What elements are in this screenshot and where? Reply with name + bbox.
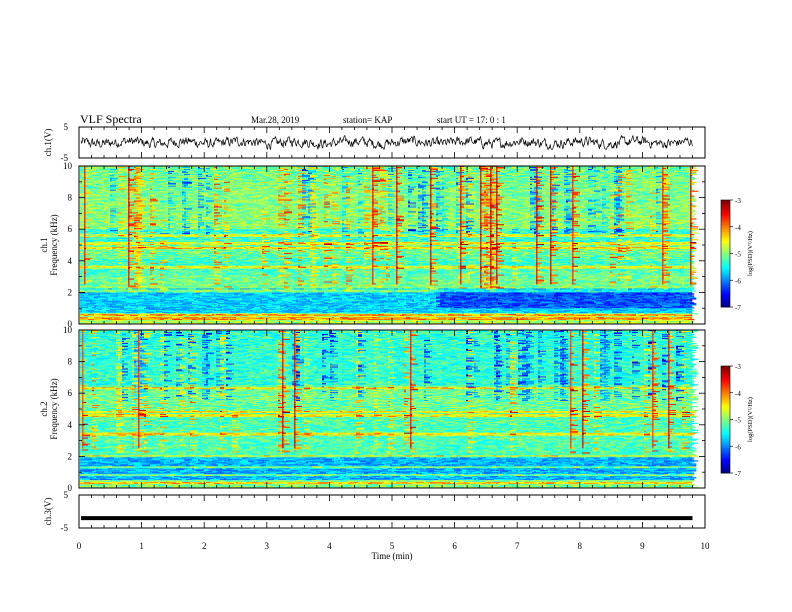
ch1-ytick-label: 5	[64, 122, 69, 132]
vlf-figure: 5-5ch.1(V)0246810ch.1 Frequency (kHz)-3-4…	[0, 0, 792, 612]
ch1-waveform-line	[81, 136, 692, 150]
ch1-y-axis-label: ch.1(V)	[43, 129, 53, 157]
ch1-waveform-panel: 5-5ch.1(V)	[43, 122, 705, 163]
